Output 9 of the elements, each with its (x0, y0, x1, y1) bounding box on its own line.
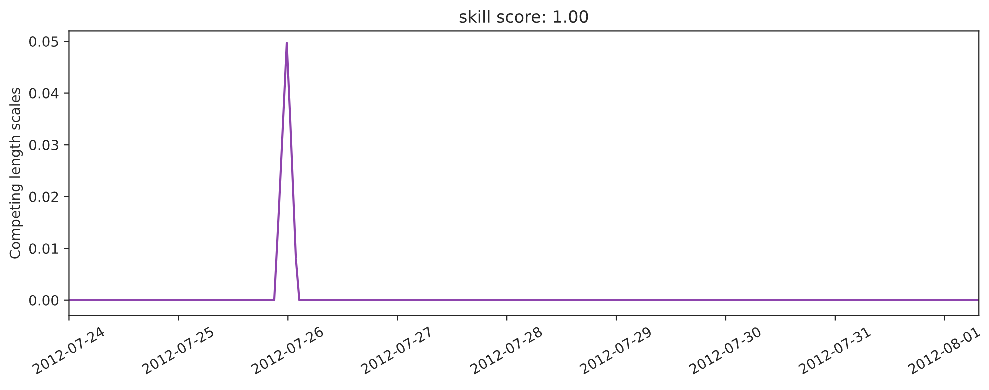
y-tick-label: 0.02 (30, 192, 58, 202)
y-tick-label: 0.04 (30, 88, 59, 99)
chart-title: skill score: 1.00 (460, 10, 588, 24)
y-tick-label: 0.01 (30, 244, 58, 254)
line-series (69, 42, 980, 302)
y-tick-label: 0.03 (30, 140, 58, 151)
y-axis-title: Competing length scales (10, 88, 24, 259)
y-tick-label: 0.00 (30, 295, 59, 306)
y-tick-label: 0.05 (30, 36, 58, 48)
